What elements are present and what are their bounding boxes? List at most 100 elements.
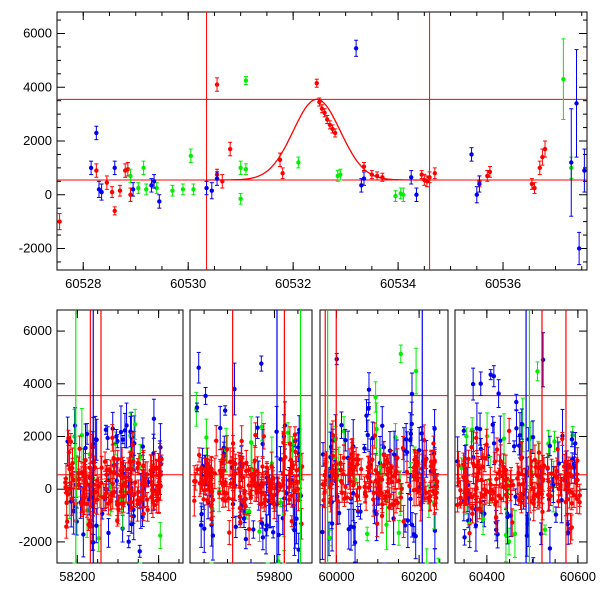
data-point-red <box>327 120 333 130</box>
data-point <box>432 528 438 533</box>
data-point <box>123 480 128 485</box>
data-point-red <box>201 488 206 511</box>
data-point-blue <box>478 371 483 396</box>
data-point <box>96 536 101 541</box>
data-point <box>288 471 293 476</box>
data-point-green <box>132 408 138 440</box>
data-point <box>126 539 131 544</box>
data-point <box>238 165 243 171</box>
data-point-blue <box>496 379 501 409</box>
data-point <box>292 488 298 494</box>
data-point <box>385 468 390 473</box>
data-point-red <box>349 438 354 470</box>
data-point <box>264 523 270 528</box>
data-point <box>411 473 416 479</box>
data-point-red <box>99 455 104 480</box>
data-point <box>248 492 253 497</box>
data-point <box>144 187 149 192</box>
bottom-panel-full: 58200 58400 -2000 0 2000 4000 6000 59800 60000 60… <box>19 309 596 584</box>
data-point <box>327 122 333 128</box>
data-point <box>319 106 325 111</box>
data-point-blue <box>513 488 518 506</box>
data-point-red <box>144 492 150 508</box>
data-point <box>202 526 207 531</box>
data-point-blue <box>94 125 99 141</box>
data-point-blue <box>553 506 559 523</box>
data-point <box>474 192 480 197</box>
x-tick-label: 60000 <box>318 569 354 584</box>
data-point <box>455 459 460 464</box>
data-point <box>125 167 131 172</box>
data-point <box>427 175 432 180</box>
data-point-red <box>130 432 135 458</box>
x-tick-label: 60536 <box>485 276 521 291</box>
data-point-blue <box>149 178 154 193</box>
data-point-red <box>288 460 293 488</box>
data-point <box>389 479 394 485</box>
data-point <box>353 46 359 51</box>
data-point <box>413 487 419 492</box>
data-point-blue <box>477 175 482 193</box>
data-point-blue <box>214 171 220 186</box>
data-point <box>191 187 196 192</box>
data-point-blue <box>361 171 367 186</box>
data-point-red <box>262 493 267 513</box>
data-point <box>257 529 262 534</box>
data-point <box>297 466 302 472</box>
data-point <box>482 455 487 461</box>
x-tick-label: 60400 <box>469 569 505 584</box>
data-point <box>67 486 73 491</box>
data-point <box>77 482 82 487</box>
data-point-red <box>80 490 86 513</box>
data-point-red <box>214 77 220 92</box>
data-point <box>380 175 385 180</box>
data-point-red <box>317 97 322 107</box>
data-point <box>289 519 294 524</box>
data-point <box>148 468 153 473</box>
data-point <box>421 437 427 443</box>
data-point-blue <box>151 398 157 439</box>
data-point-blue <box>241 509 247 528</box>
data-point <box>409 421 414 427</box>
data-point <box>491 441 497 446</box>
data-point <box>284 490 289 496</box>
data-point <box>317 99 322 105</box>
data-point <box>384 457 390 463</box>
data-point-red <box>427 171 432 184</box>
data-point-green <box>535 361 540 382</box>
data-point-red <box>342 490 347 507</box>
data-point-blue <box>401 427 407 474</box>
data-point <box>480 516 486 522</box>
data-point-red <box>555 436 560 462</box>
data-point-red <box>380 172 385 182</box>
data-point <box>243 536 249 542</box>
data-point <box>327 535 332 541</box>
data-point <box>296 547 301 552</box>
data-point <box>498 438 503 443</box>
data-point-blue <box>362 443 367 454</box>
y-tick-label: 4000 <box>23 79 52 94</box>
data-point <box>488 372 493 377</box>
data-point-blue <box>511 440 517 453</box>
data-point <box>188 153 194 158</box>
data-point <box>127 459 132 464</box>
data-point-red <box>338 464 344 475</box>
data-point <box>510 520 515 525</box>
data-point <box>542 146 548 152</box>
data-point-blue <box>194 402 200 413</box>
data-point-blue <box>204 180 209 196</box>
data-point <box>214 176 220 181</box>
data-point <box>94 523 99 528</box>
plot-frame <box>56 11 588 271</box>
data-point-blue <box>519 408 525 440</box>
data-point <box>379 513 385 519</box>
data-point <box>547 443 553 449</box>
data-point <box>157 199 162 204</box>
data-point-blue <box>408 429 414 439</box>
data-point-red <box>253 475 259 492</box>
data-point <box>320 452 326 457</box>
data-point <box>99 465 104 470</box>
data-point-blue <box>157 194 162 209</box>
data-point-green <box>141 160 146 176</box>
data-point <box>530 434 536 440</box>
